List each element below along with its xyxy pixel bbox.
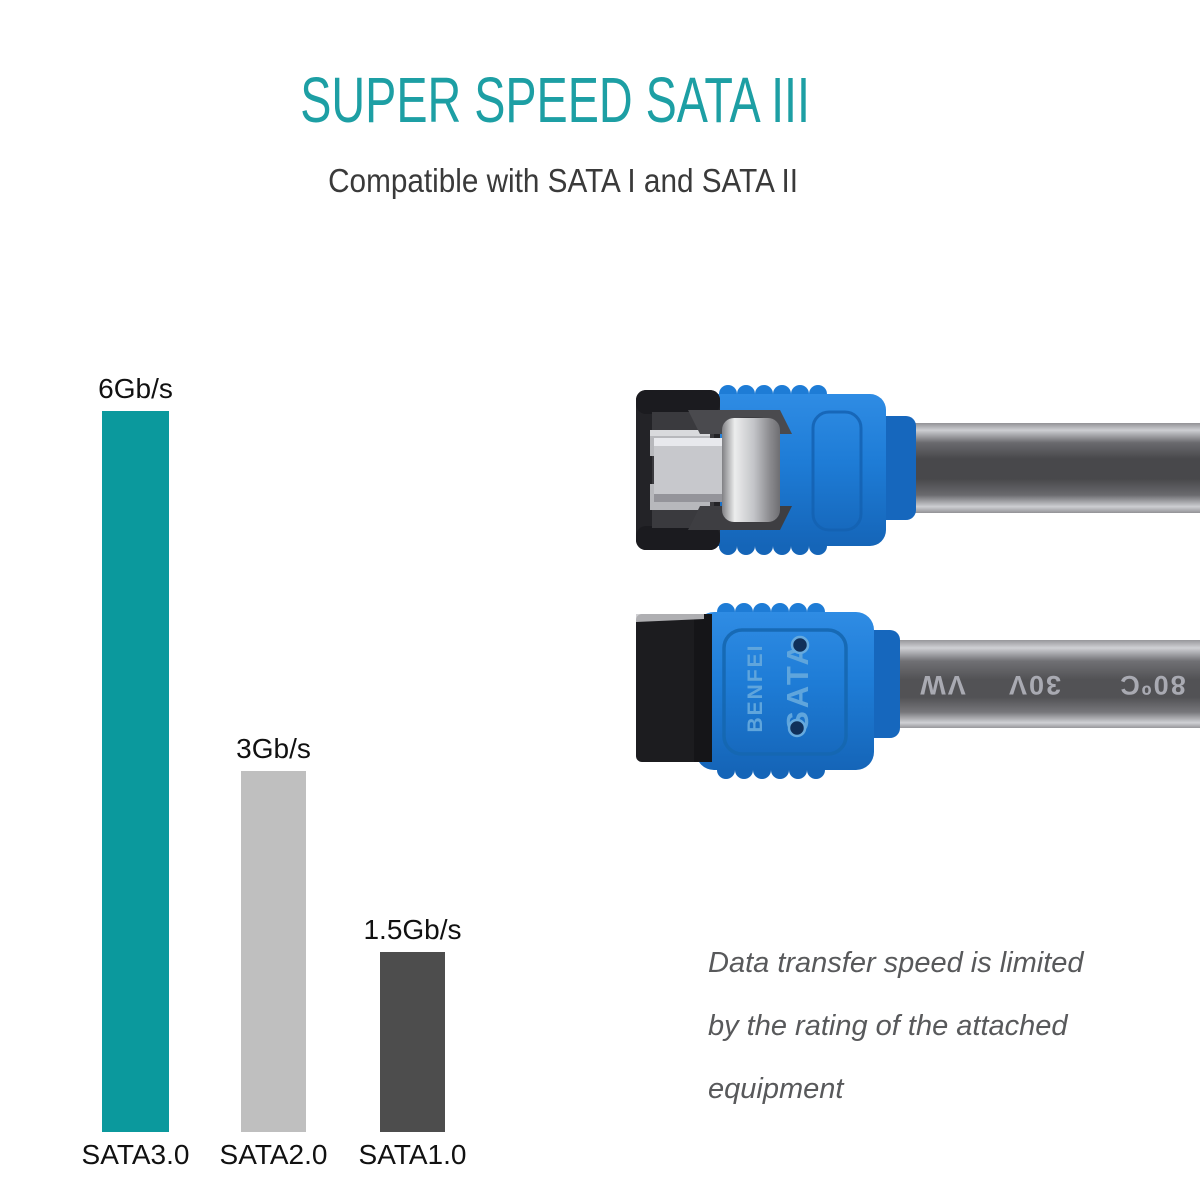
flat-cable: [902, 423, 1200, 513]
bar: [380, 952, 445, 1132]
sata-cable-latch-photo: [636, 385, 1200, 555]
sata-cable-brand-photo: VW 30V 80ºC BENFEI SATA: [636, 603, 1200, 779]
molded-dot-top: [790, 635, 810, 655]
cable-print-80c: 80ºC: [1118, 670, 1185, 700]
header: SUPER SPEED SATA III: [0, 68, 1110, 132]
note-line-1: Data transfer speed is limited: [708, 947, 1084, 979]
cable-print-30v: 30V: [1007, 670, 1061, 700]
metal-latch: [654, 410, 792, 530]
page-title: SUPER SPEED SATA III: [300, 64, 810, 136]
note-text: Data transfer speed is limited by the ra…: [708, 932, 1084, 1121]
flat-cable: VW 30V 80ºC: [888, 640, 1200, 728]
page-subtitle: Compatible with SATA I and SATA II: [328, 162, 798, 199]
connector-black-head: [636, 614, 712, 762]
brand-text: BENFEI: [744, 643, 767, 732]
subheader: Compatible with SATA I and SATA II: [0, 164, 1126, 198]
sata-label-text: SATA: [780, 640, 815, 732]
bar-value-label: 1.5Gb/s: [363, 914, 462, 945]
molded-dot-bottom: [787, 718, 807, 738]
note-line-3: equipment: [708, 1073, 844, 1105]
bar-value-label: 3Gb/s: [236, 733, 311, 764]
bar: [241, 771, 306, 1132]
bar-category-label: SATA2.0: [219, 1139, 328, 1170]
bar-category-label: SATA1.0: [358, 1139, 467, 1170]
bar-value-label: 6Gb/s: [98, 373, 173, 404]
note-line-2: by the rating of the attached: [708, 1010, 1068, 1042]
bar: [102, 411, 169, 1132]
connector-blue-housing: BENFEI SATA: [696, 603, 874, 779]
cable-print-vw: VW: [918, 670, 966, 700]
bar-category-label: SATA3.0: [81, 1139, 190, 1170]
